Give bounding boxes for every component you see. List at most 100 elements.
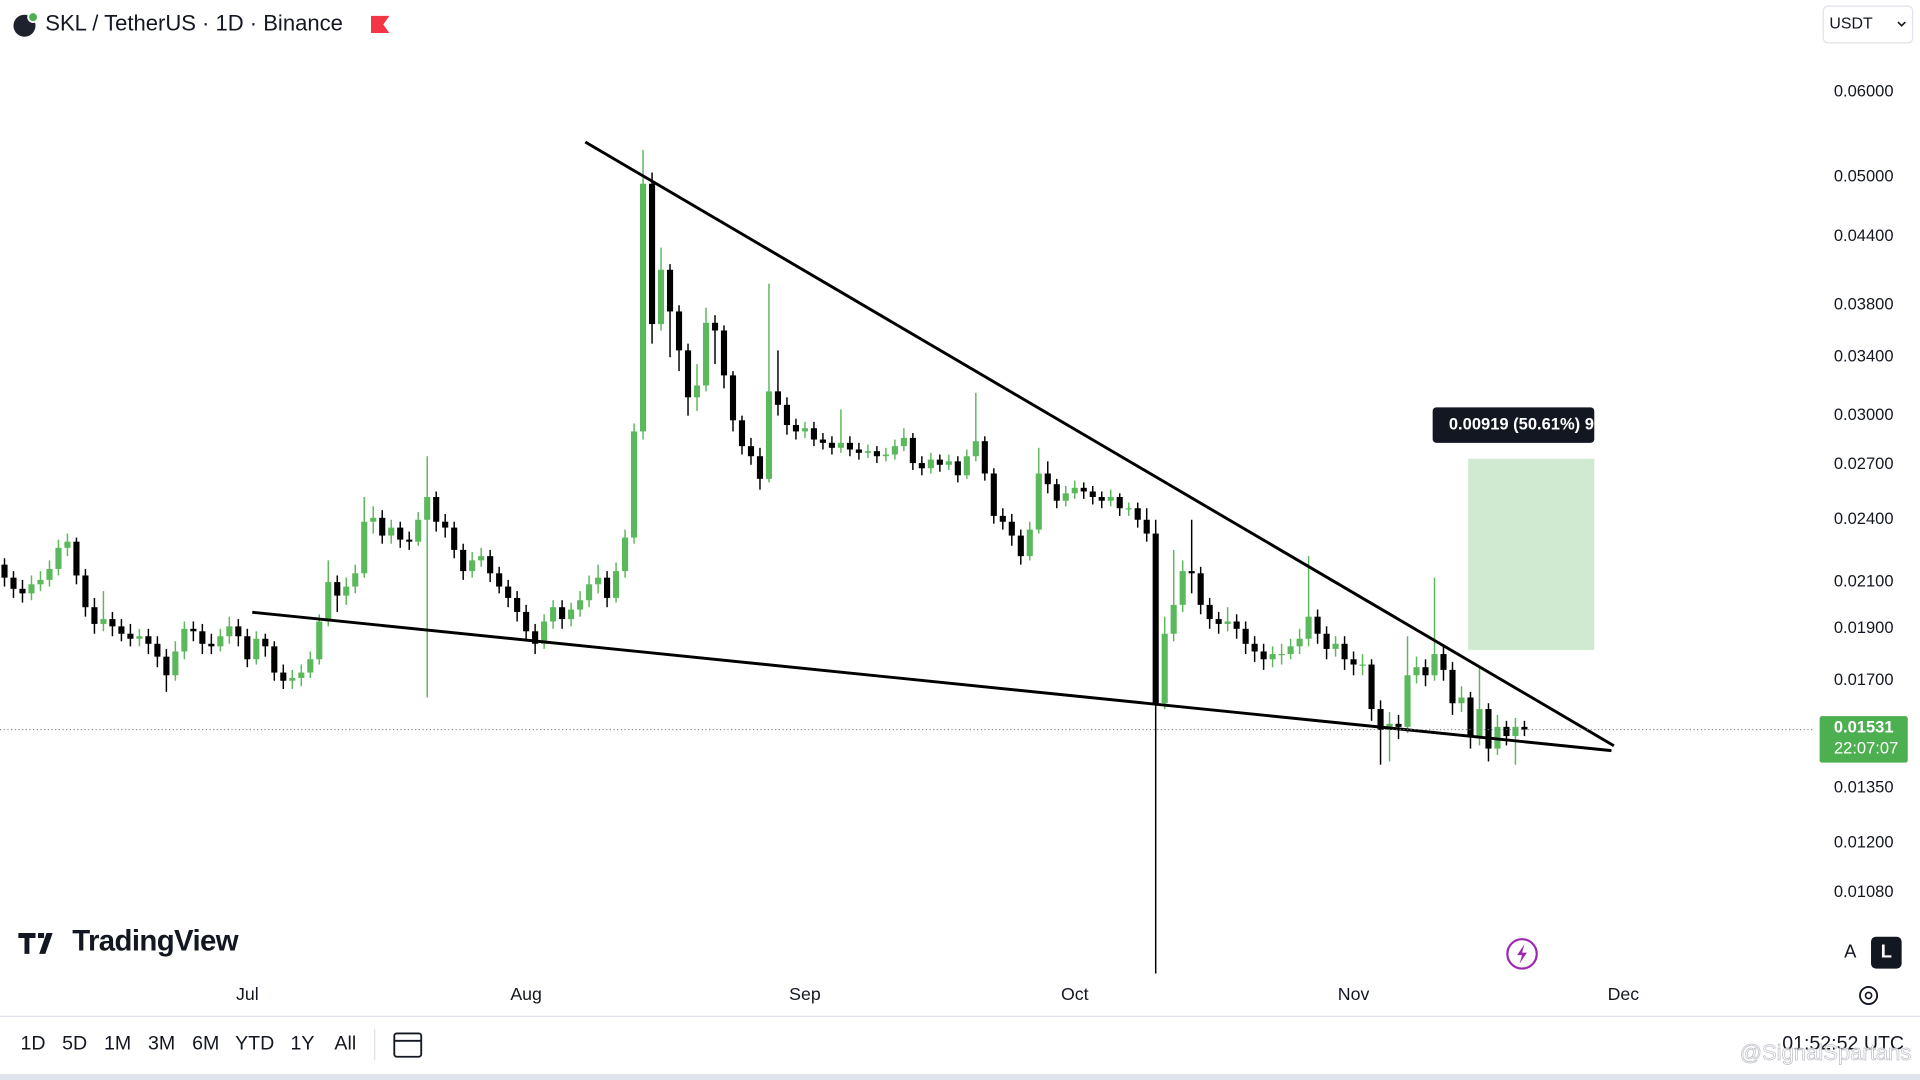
candle-body [891, 446, 898, 455]
watermark: @SignalSpartans [1740, 1040, 1912, 1065]
range-button[interactable]: 1Y [290, 1033, 314, 1055]
candle-body [1125, 508, 1132, 510]
candle-body [1431, 654, 1438, 676]
candle-body [1395, 723, 1402, 727]
candle-body [648, 183, 656, 325]
log-scale-button-bg[interactable] [1871, 936, 1902, 969]
range-button[interactable]: YTD [235, 1033, 274, 1055]
candle-body [55, 547, 62, 569]
date-range-icon[interactable] [393, 1032, 423, 1058]
candle-body [451, 527, 458, 550]
measure-label: 0.00919 (50.61%) 919 [1449, 414, 1612, 433]
y-tick-label: 0.01700 [1834, 670, 1894, 689]
range-button[interactable]: 3M [148, 1033, 175, 1055]
y-tick-label: 0.03000 [1834, 405, 1894, 424]
candle-body [1197, 573, 1204, 605]
clock: 01:52:52 UTC [1782, 1033, 1904, 1055]
candle-body [630, 431, 638, 538]
candle-body [1224, 621, 1231, 624]
candle-body [10, 577, 17, 589]
candle-body [1278, 654, 1285, 656]
candle-body [100, 619, 107, 624]
overlay: 0.00919 (50.61%) 919 [0, 407, 1813, 731]
candle-body [334, 582, 341, 596]
candle-body [1323, 633, 1330, 649]
countdown: 22:07:07 [1834, 739, 1898, 758]
candle-body [1287, 646, 1294, 655]
candle-body [532, 631, 539, 644]
candle-body [280, 672, 287, 681]
candle-body [864, 451, 871, 453]
x-tick-label: Nov [1338, 984, 1370, 1004]
candle-body [1476, 709, 1483, 737]
candle-body [1242, 628, 1249, 644]
candle-body [298, 672, 305, 678]
candle-body [936, 459, 943, 465]
auto-scale-button[interactable]: A [1844, 940, 1857, 961]
range-buttons: 1D 5D 1M 3M 6M YTD 1Y All [21, 1033, 357, 1055]
y-tick-label: 0.03800 [1834, 295, 1894, 314]
candle-body [226, 626, 233, 637]
x-tick-label: Jul [236, 984, 259, 1004]
candle-body [1206, 604, 1213, 620]
candle-body [1251, 643, 1258, 652]
candle-body [388, 527, 395, 536]
candle-body [577, 600, 584, 610]
candle-body [1107, 496, 1114, 501]
range-button[interactable]: 6M [192, 1033, 219, 1055]
candle-body [1053, 484, 1060, 501]
y-tick-label: 0.02400 [1834, 509, 1894, 528]
candle-body [514, 597, 521, 612]
candle-body [684, 350, 692, 398]
candle-body [604, 577, 611, 598]
candle-body [1161, 633, 1168, 704]
candle-body [1458, 697, 1465, 704]
candle-body [91, 607, 98, 624]
last-price-label: 0.01531 [1834, 718, 1894, 737]
currency-label[interactable]: USDT [1829, 16, 1873, 33]
candle-body [810, 428, 817, 440]
flag-icon [371, 15, 390, 34]
candle-body [1089, 491, 1096, 497]
candle-body [568, 609, 575, 620]
settings-icon[interactable] [1859, 986, 1879, 1005]
candle-body [882, 454, 889, 457]
trend-line [252, 610, 1612, 753]
x-tick-label: Dec [1608, 984, 1640, 1004]
candle-body [244, 636, 251, 660]
candle-body [622, 537, 629, 572]
candle-body [181, 628, 188, 652]
candle-body [945, 461, 952, 465]
candle-body [379, 517, 386, 536]
range-button[interactable]: 1M [104, 1033, 131, 1055]
bottom-strip [0, 1073, 1920, 1080]
candle-body [343, 586, 350, 596]
candle-body [657, 269, 665, 325]
candle-body [981, 441, 988, 474]
lightning-icon [1517, 944, 1527, 964]
candle-body [1404, 675, 1411, 727]
y-tick-label: 0.03400 [1834, 347, 1894, 366]
candle-body [109, 619, 116, 627]
range-button[interactable]: 5D [62, 1033, 87, 1055]
candle-body [747, 446, 755, 457]
range-button[interactable]: All [334, 1033, 356, 1055]
candle-body [846, 442, 853, 450]
candle-body [361, 521, 368, 574]
log-scale-button[interactable]: L [1881, 940, 1892, 961]
candle-body [1422, 667, 1429, 676]
candle-body [1485, 709, 1492, 749]
candle-body [1098, 496, 1105, 501]
candle-body [1116, 496, 1123, 509]
dropdown-arrow [1897, 21, 1906, 27]
candle-body [370, 517, 377, 522]
candle-body [756, 456, 764, 479]
candle-body [172, 651, 179, 676]
range-button[interactable]: 1D [21, 1033, 46, 1055]
candle-body [163, 656, 170, 676]
candle-body [208, 643, 215, 647]
candle-body [738, 420, 746, 447]
currency-select[interactable] [1822, 5, 1914, 44]
candle-body [801, 428, 809, 432]
logo-text: TradingView [72, 925, 239, 958]
